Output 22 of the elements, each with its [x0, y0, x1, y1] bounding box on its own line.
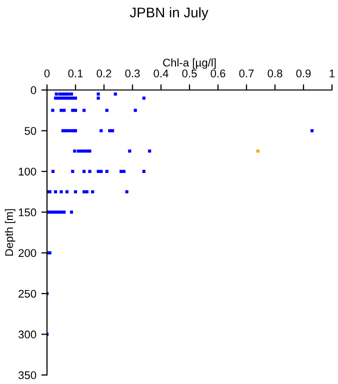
x-tick-label: 0.7	[239, 70, 254, 78]
y-tick-label: 300	[18, 330, 36, 338]
x-tick-label: 0	[44, 70, 50, 78]
x-tick-label: 0.2	[96, 70, 112, 78]
y-tick-label: 250	[18, 290, 36, 298]
x-tick-label: 0.6	[210, 70, 226, 78]
x-tick-label: 0.8	[268, 70, 282, 78]
y-tick-label: 100	[18, 168, 36, 176]
y-tick-label: 200	[18, 249, 36, 257]
x-tick-label: 1	[330, 70, 335, 78]
y-axis-title: Depth [m]	[4, 209, 16, 256]
x-tick-label: 0.4	[154, 70, 168, 78]
x-tick-label: 0.9	[296, 70, 311, 78]
chart-title: JPBN in July	[130, 7, 208, 20]
y-tick-label: 0	[30, 86, 36, 94]
x-tick-label: 0.3	[125, 70, 140, 78]
y-tick-label: 50	[24, 126, 36, 135]
y-tick-label: 150	[18, 208, 36, 216]
y-tick-label: 350	[18, 371, 36, 380]
x-axis-title: Chl-a [µg/l]	[163, 58, 216, 69]
x-tick-label: 0.5	[182, 70, 197, 78]
x-tick-label: 0.1	[68, 70, 83, 78]
